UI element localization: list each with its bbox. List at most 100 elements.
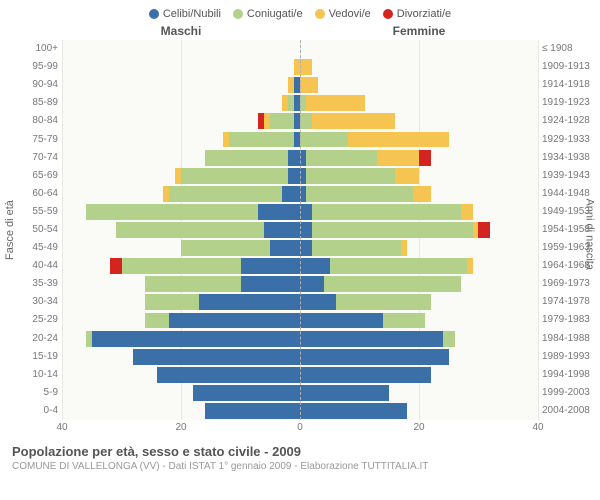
x-tick: 0 bbox=[297, 422, 303, 433]
bar-segment bbox=[133, 349, 300, 365]
female-half bbox=[300, 331, 538, 347]
side-headers: Maschi Femmine bbox=[0, 24, 600, 40]
male-half bbox=[62, 168, 300, 184]
birth-label: 1944-1948 bbox=[542, 188, 600, 199]
age-label: 85-89 bbox=[0, 97, 58, 108]
bar-segment bbox=[300, 204, 312, 220]
female-half bbox=[300, 150, 538, 166]
female-half bbox=[300, 294, 538, 310]
bar-segment bbox=[145, 294, 199, 310]
bar-segment bbox=[300, 240, 312, 256]
bar-segment bbox=[300, 403, 407, 419]
birth-label: 1919-1923 bbox=[542, 97, 600, 108]
bar-segment bbox=[300, 385, 389, 401]
age-label: 80-84 bbox=[0, 115, 58, 126]
bar-segment bbox=[312, 240, 401, 256]
bar-segment bbox=[193, 385, 300, 401]
age-label: 90-94 bbox=[0, 79, 58, 90]
bar-segment bbox=[336, 294, 431, 310]
birth-label: 1999-2003 bbox=[542, 387, 600, 398]
bar-segment bbox=[145, 276, 240, 292]
bar-segment bbox=[383, 313, 425, 329]
age-label: 65-69 bbox=[0, 170, 58, 181]
bar-segment bbox=[122, 258, 241, 274]
legend-label: Celibi/Nubili bbox=[163, 8, 221, 20]
female-half bbox=[300, 41, 538, 57]
female-half bbox=[300, 132, 538, 148]
male-half bbox=[62, 222, 300, 238]
female-half bbox=[300, 95, 538, 111]
bar-segment bbox=[300, 276, 324, 292]
birth-label: 1959-1963 bbox=[542, 242, 600, 253]
female-half bbox=[300, 313, 538, 329]
bar-segment bbox=[110, 258, 122, 274]
legend-item: Coniugati/e bbox=[233, 8, 303, 20]
male-half bbox=[62, 150, 300, 166]
legend-swatch bbox=[315, 9, 325, 19]
birth-label: 1969-1973 bbox=[542, 278, 600, 289]
bar-segment bbox=[377, 150, 419, 166]
age-label: 0-4 bbox=[0, 405, 58, 416]
male-half bbox=[62, 186, 300, 202]
male-half bbox=[62, 276, 300, 292]
male-half bbox=[62, 95, 300, 111]
male-half bbox=[62, 113, 300, 129]
chart-area bbox=[62, 40, 538, 420]
bar-segment bbox=[478, 222, 490, 238]
male-half bbox=[62, 403, 300, 419]
bar-segment bbox=[157, 367, 300, 383]
center-line bbox=[300, 40, 301, 420]
bar-segment bbox=[300, 313, 383, 329]
bar-segment bbox=[348, 132, 449, 148]
age-label: 50-54 bbox=[0, 224, 58, 235]
birth-label: 2004-2008 bbox=[542, 405, 600, 416]
age-label: 55-59 bbox=[0, 206, 58, 217]
birth-label: 1984-1988 bbox=[542, 333, 600, 344]
bar-segment bbox=[306, 95, 366, 111]
birth-label: 1994-1998 bbox=[542, 369, 600, 380]
bar-segment bbox=[330, 258, 467, 274]
age-label: 35-39 bbox=[0, 278, 58, 289]
bar-segment bbox=[300, 132, 348, 148]
legend-label: Coniugati/e bbox=[247, 8, 303, 20]
bar-segment bbox=[300, 113, 312, 129]
legend-label: Divorziati/e bbox=[397, 8, 451, 20]
footer-title: Popolazione per età, sesso e stato civil… bbox=[12, 444, 588, 459]
bar-segment bbox=[116, 222, 265, 238]
female-half bbox=[300, 258, 538, 274]
grid-line bbox=[538, 40, 539, 420]
birth-label: 1964-1968 bbox=[542, 260, 600, 271]
bar-segment bbox=[312, 204, 461, 220]
male-half bbox=[62, 258, 300, 274]
age-label: 10-14 bbox=[0, 369, 58, 380]
bar-segment bbox=[169, 313, 300, 329]
male-half bbox=[62, 385, 300, 401]
age-label: 70-74 bbox=[0, 152, 58, 163]
bar-segment bbox=[258, 204, 300, 220]
birth-label: 1954-1958 bbox=[542, 224, 600, 235]
age-label: 30-34 bbox=[0, 296, 58, 307]
bar-segment bbox=[312, 113, 395, 129]
population-pyramid: Celibi/NubiliConiugati/eVedovi/eDivorzia… bbox=[0, 0, 600, 500]
legend-swatch bbox=[383, 9, 393, 19]
age-label: 15-19 bbox=[0, 351, 58, 362]
male-half bbox=[62, 367, 300, 383]
header-females: Femmine bbox=[300, 24, 538, 38]
bar-segment bbox=[145, 313, 169, 329]
bar-segment bbox=[92, 331, 300, 347]
footer-subtitle: COMUNE DI VALLELONGA (VV) - Dati ISTAT 1… bbox=[12, 461, 588, 472]
age-label: 95-99 bbox=[0, 61, 58, 72]
legend-swatch bbox=[149, 9, 159, 19]
female-half bbox=[300, 222, 538, 238]
female-half bbox=[300, 240, 538, 256]
age-label: 100+ bbox=[0, 43, 58, 54]
female-half bbox=[300, 59, 538, 75]
footer: Popolazione per età, sesso e stato civil… bbox=[0, 436, 600, 472]
bar-segment bbox=[270, 113, 294, 129]
bar-segment bbox=[401, 240, 407, 256]
birth-label: 1979-1983 bbox=[542, 314, 600, 325]
male-half bbox=[62, 41, 300, 57]
birth-label: 1989-1993 bbox=[542, 351, 600, 362]
female-half bbox=[300, 349, 538, 365]
bar-segment bbox=[461, 204, 473, 220]
